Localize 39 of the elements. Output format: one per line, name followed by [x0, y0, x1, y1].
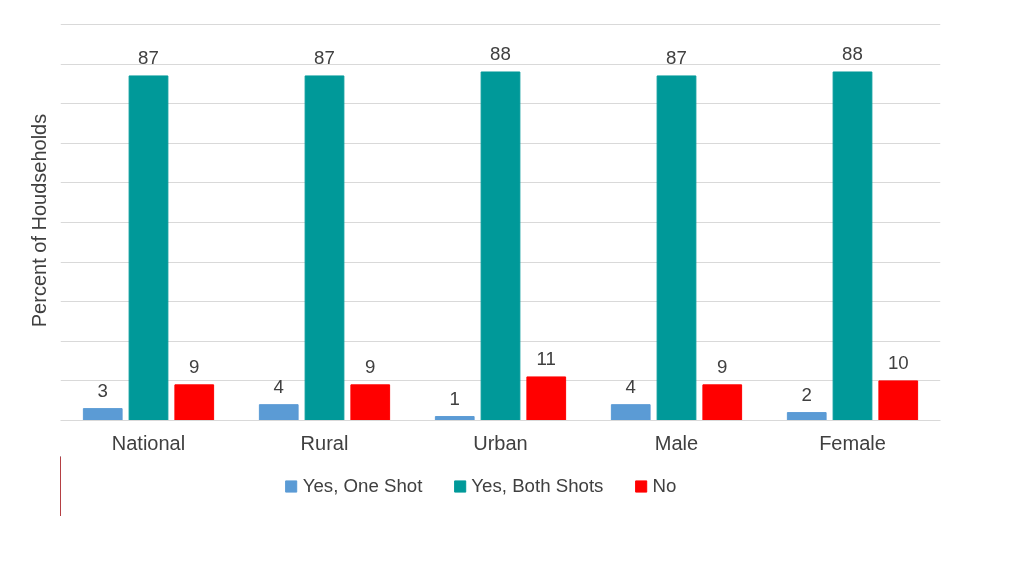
bar	[434, 416, 475, 421]
x-tick-label: Male	[654, 431, 699, 454]
data-label: 11	[536, 348, 556, 370]
data-label: 2	[801, 383, 812, 405]
bar	[832, 71, 873, 421]
data-label: 87	[666, 47, 687, 69]
x-tick-label: Rural	[300, 431, 349, 454]
bar	[610, 404, 651, 421]
data-label: 88	[490, 43, 511, 65]
x-tick-label: Female	[819, 431, 886, 454]
bar	[702, 384, 743, 421]
x-tick-label: Urban	[473, 431, 528, 454]
data-label: 87	[314, 47, 335, 69]
data-label: 1	[449, 387, 460, 409]
data-label: 3	[97, 379, 108, 401]
legend-label: Yes, Both Shots	[471, 475, 604, 497]
y-axis-title: Percent of Houdseholds	[27, 113, 50, 328]
data-label: 88	[842, 43, 863, 65]
legend-label: No	[652, 475, 677, 497]
bar	[82, 408, 123, 421]
bar	[526, 376, 567, 421]
bar	[878, 380, 919, 421]
data-label: 87	[138, 47, 159, 69]
bar	[480, 71, 521, 421]
data-label: 9	[365, 355, 376, 377]
data-label: 9	[717, 355, 728, 377]
data-label: 4	[625, 375, 636, 397]
bar	[656, 75, 697, 421]
data-label: 9	[189, 355, 200, 377]
data-label: 10	[887, 352, 909, 374]
data-label: 4	[273, 375, 284, 397]
bar	[174, 384, 215, 421]
bar	[304, 75, 345, 421]
x-tick-label: National	[111, 431, 186, 454]
bar	[128, 75, 169, 421]
legend-label: Yes, One Shot	[302, 475, 423, 497]
bar	[786, 412, 827, 421]
bar	[350, 384, 391, 421]
bar	[258, 404, 299, 421]
